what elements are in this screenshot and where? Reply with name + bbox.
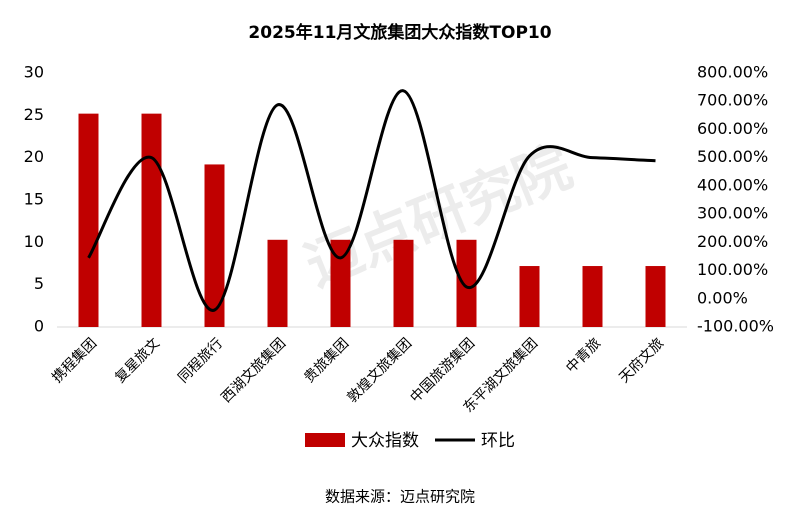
bar — [393, 239, 414, 327]
y2-tick-label: 700.00% — [697, 91, 768, 110]
y2-tick-label: 600.00% — [697, 119, 768, 138]
bar — [456, 239, 477, 327]
x-tick-label: 西湖文旅集团 — [218, 335, 289, 406]
x-tick-label: 中国旅游集团 — [407, 335, 478, 406]
y2-tick-label: 0.00% — [697, 288, 748, 307]
y2-tick-label: 800.00% — [697, 63, 768, 82]
bar — [645, 266, 666, 327]
bar — [267, 239, 288, 327]
legend-label: 大众指数 — [351, 431, 419, 451]
legend-label: 环比 — [481, 431, 515, 451]
y2-tick-label: 300.00% — [697, 204, 768, 223]
y-tick-label: 10 — [24, 232, 44, 251]
y-tick-label: 20 — [24, 147, 44, 166]
x-tick-label: 天府文旅 — [616, 335, 667, 386]
bar — [582, 266, 603, 327]
line — [87, 89, 656, 312]
y-tick-label: 15 — [24, 190, 44, 209]
x-tick-label: 携程集团 — [49, 335, 101, 387]
y2-tick-label: 500.00% — [697, 147, 768, 166]
y-tick-label: 5 — [34, 274, 44, 293]
x-tick-label: 中青旅 — [563, 335, 604, 376]
bar — [519, 266, 540, 327]
source-note: 数据来源：迈点研究院 — [325, 488, 475, 506]
x-tick-label: 复星旅文 — [112, 335, 164, 387]
x-tick-label: 同程旅行 — [175, 335, 226, 386]
y2-tick-label: 100.00% — [697, 260, 768, 279]
bar — [141, 113, 162, 327]
y-tick-label: 0 — [34, 317, 44, 336]
y2-tick-label: -100.00% — [697, 317, 774, 336]
bar — [78, 113, 99, 327]
bar — [204, 164, 225, 327]
x-tick-label: 贵旅集团 — [301, 335, 353, 387]
y-tick-label: 30 — [24, 63, 44, 82]
y2-tick-label: 200.00% — [697, 232, 768, 251]
x-tick-label: 敦煌文旅集团 — [344, 335, 415, 406]
bar — [330, 239, 351, 327]
chart-title: 2025年11月文旅集团大众指数TOP10 — [248, 22, 551, 43]
legend-swatch — [305, 433, 345, 447]
y-tick-label: 25 — [24, 105, 44, 124]
y2-tick-label: 400.00% — [697, 175, 768, 194]
